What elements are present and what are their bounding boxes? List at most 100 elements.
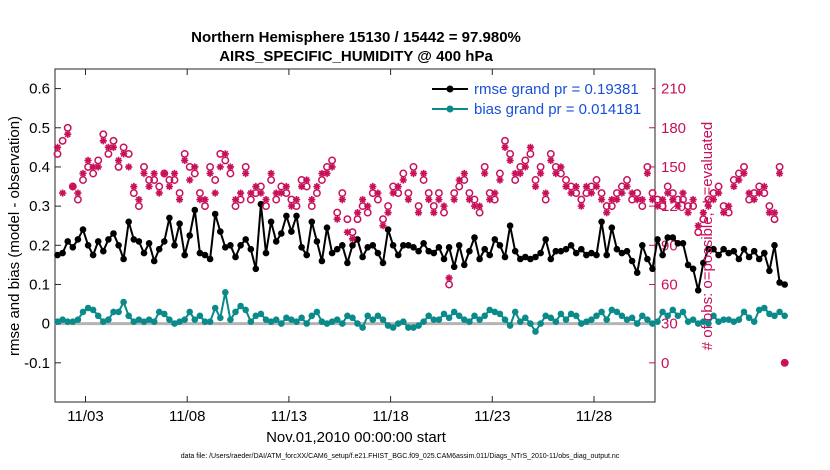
bias-point: [74, 316, 82, 324]
bias-point: [359, 324, 366, 331]
bias-point: [745, 314, 753, 322]
obs-evaluated-point: [470, 202, 479, 210]
obs-evaluated-point: [120, 150, 128, 158]
bias-point: [130, 318, 138, 326]
rmse-point: [613, 245, 621, 253]
obs-evaluated-point: [552, 169, 560, 178]
rmse-point: [237, 242, 244, 249]
obs-evaluated-point: [247, 189, 255, 197]
rmse-point: [115, 242, 122, 249]
obs-possible-point: [211, 176, 220, 184]
obs-evaluated-point: [755, 189, 763, 197]
obs-evaluated-point: [633, 195, 641, 204]
obs-evaluated-point: [89, 163, 97, 171]
y-tick-label: 0.6: [29, 81, 50, 98]
obs-evaluated-point: [298, 182, 306, 191]
bias-point: [420, 318, 427, 326]
obs-evaluated-point: [338, 195, 346, 204]
rmse-point: [206, 255, 214, 263]
rmse-point: [267, 218, 275, 226]
bias-point: [517, 318, 524, 326]
rmse-point: [69, 244, 77, 251]
y-tick-label: 0.4: [29, 159, 50, 176]
bias-point: [466, 318, 473, 326]
obs-evaluated-point: [430, 209, 438, 217]
legend: rmse grand pr = 0.19381 bias grand pr = …: [426, 76, 652, 120]
bias-point: [415, 322, 422, 329]
bias-point: [598, 308, 605, 316]
obs-evaluated-point: [557, 163, 565, 171]
bias-point: [486, 306, 494, 314]
rmse-point: [201, 251, 209, 259]
bias-point: [105, 316, 112, 324]
bias-point: [430, 316, 438, 324]
bias-point: [176, 318, 183, 326]
bias-point: [491, 308, 499, 316]
rmse-point: [705, 245, 712, 253]
bias-point: [89, 306, 97, 314]
bias-point: [603, 316, 610, 324]
rmse-point: [745, 253, 753, 261]
rmse-point: [339, 242, 346, 249]
rmse-point: [766, 267, 773, 275]
bias-point: [79, 308, 87, 316]
obs-evaluated-point: [231, 195, 240, 204]
rmse-point: [222, 244, 229, 251]
rmse-point: [166, 214, 173, 222]
obs-evaluated-point: [104, 143, 112, 151]
obs-evaluated-point: [394, 182, 402, 191]
bias-point: [84, 304, 92, 312]
y-axis-label: rmse and bias (model - observation): [6, 116, 23, 356]
bias-point: [288, 316, 295, 324]
obs-evaluated-point: [206, 169, 214, 178]
rmse-point: [572, 249, 580, 257]
obs-evaluated-point: [109, 143, 118, 151]
bias-point: [171, 320, 178, 327]
obs-evaluated-point: [135, 195, 143, 204]
obs-evaluated-point: [267, 169, 275, 178]
rmse-point: [501, 253, 509, 261]
rmse-point: [633, 269, 641, 277]
obs-evaluated-point: [745, 189, 753, 197]
rmse-point: [217, 228, 224, 235]
bias-point: [471, 312, 478, 320]
rmse-point: [410, 244, 417, 251]
rmse-point: [603, 251, 610, 259]
rmse-point: [171, 242, 178, 249]
bias-point: [323, 320, 331, 327]
obs-evaluated-point: [653, 202, 662, 210]
rmse-point: [669, 234, 677, 241]
rmse-point: [608, 224, 616, 231]
bias-point: [522, 314, 529, 322]
rmse-point: [654, 236, 661, 243]
rmse-point: [313, 238, 321, 245]
rmse-point: [155, 245, 163, 253]
bias-point: [298, 314, 305, 322]
rmse-point: [583, 251, 590, 259]
rmse-point: [379, 259, 387, 267]
legend-box: [426, 76, 652, 120]
bias-point: [186, 308, 193, 316]
y-axis-right-label: # of obs: o=possible; ∗=evaluated: [699, 122, 716, 351]
obs-evaluated-point: [216, 163, 224, 171]
bias-point: [567, 310, 575, 318]
rmse-point: [110, 230, 117, 237]
obs-evaluated-point: [211, 189, 219, 197]
rmse-point: [227, 242, 234, 249]
obs-possible-point: [765, 202, 774, 211]
obs-possible-point: [343, 215, 352, 224]
obs-evaluated-point: [714, 189, 723, 197]
obs-evaluated-point: [618, 189, 626, 197]
bias-point: [125, 312, 132, 320]
rmse-point: [694, 287, 702, 294]
obs-evaluated-point: [226, 163, 235, 171]
y-tick-label: 0.3: [29, 198, 50, 215]
obs-evaluated-point: [567, 189, 575, 197]
bias-point: [481, 312, 489, 320]
bias-point: [278, 320, 285, 327]
bias-point: [583, 318, 590, 326]
bias-point: [206, 318, 214, 326]
rmse-point: [140, 249, 148, 257]
obs-evaluated-point: [511, 169, 519, 178]
rmse-point: [623, 247, 631, 255]
